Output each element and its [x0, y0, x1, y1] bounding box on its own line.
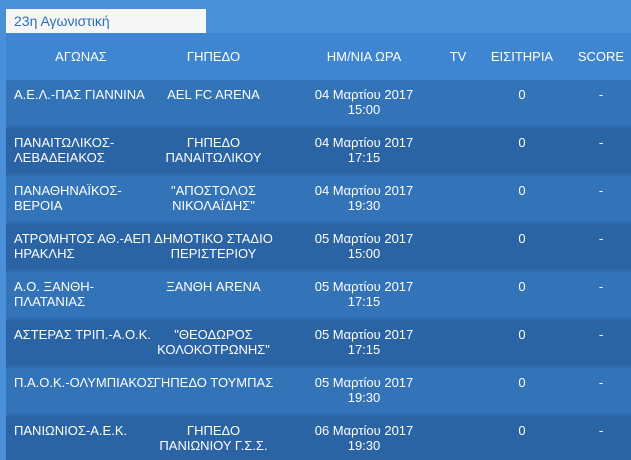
header-score: SCORE — [577, 49, 625, 64]
match-time: 19:30 — [347, 198, 381, 213]
match-name: Π.Α.Ο.Κ.-ΟΛΥΜΠΙΑΚΟΣ — [14, 375, 155, 390]
table-row: ΠΑΝΑΙΤΩΛΙΚΟΣ-ΛΕΒΑΔΕΙΑΚΟΣ ΓΗΠΕΔΟ ΠΑΝΑΙΤΩΛΙ… — [6, 128, 631, 174]
match-score: - — [598, 135, 604, 150]
match-datetime: 04 Μαρτίου 2017 15:00 — [296, 87, 432, 117]
match-name: ΑΣΤΕΡΑΣ ΤΡΙΠ.-Α.Ο.Κ. — [14, 327, 151, 342]
venue-name: ΓΗΠΕΔΟ ΠΑΝΑΙΤΩΛΙΚΟΥ — [165, 135, 262, 165]
tickets-count: 0 — [518, 375, 526, 390]
match-name: ΑΤΡΟΜΗΤΟΣ ΑΘ.-ΑΕΠ ΗΡΑΚΛΗΣ — [14, 231, 151, 261]
header-tv: TV — [449, 49, 467, 64]
table-row: Α.Ε.Λ.-ΠΑΣ ΓΙΑΝΝΙΝΑ AEL FC ARENA 04 Μαρτίο… — [6, 80, 631, 126]
match-date: 04 Μαρτίου 2017 — [314, 183, 414, 198]
match-time: 19:30 — [347, 390, 381, 405]
match-name: Α.Ο. ΞΑΝΘΗ-ΠΛΑΤΑΝΙΑΣ — [14, 279, 94, 309]
tickets-count: 0 — [518, 135, 526, 150]
tickets-count: 0 — [518, 423, 526, 438]
match-datetime: 05 Μαρτίου 2017 19:30 — [296, 375, 432, 405]
match-score: - — [598, 279, 604, 294]
match-datetime: 05 Μαρτίου 2017 15:00 — [296, 231, 432, 261]
match-score: - — [598, 423, 604, 438]
match-time: 17:15 — [347, 294, 381, 309]
tickets-count: 0 — [518, 87, 526, 102]
tickets-count: 0 — [518, 231, 526, 246]
match-datetime: 04 Μαρτίου 2017 19:30 — [296, 183, 432, 213]
match-score: - — [598, 327, 604, 342]
match-name: ΠΑΝΑΙΤΩΛΙΚΟΣ-ΛΕΒΑΔΕΙΑΚΟΣ — [14, 135, 115, 165]
match-score: - — [598, 375, 604, 390]
venue-name: "ΘΕΟΔΩΡΟΣ ΚΟΛΟΚΟΤΡΩΝΗΣ" — [157, 327, 270, 357]
match-time: 15:00 — [347, 102, 381, 117]
match-name: Α.Ε.Λ.-ΠΑΣ ΓΙΑΝΝΙΝΑ — [14, 87, 145, 102]
match-date: 05 Μαρτίου 2017 — [314, 375, 414, 390]
match-score: - — [598, 87, 604, 102]
table-row: ΑΤΡΟΜΗΤΟΣ ΑΘ.-ΑΕΠ ΗΡΑΚΛΗΣ ΔΗΜΟΤΙΚΟ ΣΤΑΔΙΟ… — [6, 224, 631, 270]
match-datetime: 05 Μαρτίου 2017 17:15 — [296, 327, 432, 357]
header-tickets: ΕΙΣΙΤΗΡΙΑ — [490, 49, 554, 64]
table-row: Π.Α.Ο.Κ.-ΟΛΥΜΠΙΑΚΟΣ ΓΗΠΕΔΟ ΤΟΥΜΠΑΣ 05 Μαρτ… — [6, 368, 631, 414]
match-datetime: 04 Μαρτίου 2017 17:15 — [296, 135, 432, 165]
match-datetime: 05 Μαρτίου 2017 17:15 — [296, 279, 432, 309]
match-date: 04 Μαρτίου 2017 — [314, 87, 414, 102]
venue-name: "ΑΠΟΣΤΟΛΟΣ ΝΙΚΟΛΑΪΔΗΣ" — [171, 183, 256, 213]
tickets-count: 0 — [518, 327, 526, 342]
venue-name: AEL FC ARENA — [167, 87, 260, 102]
venue-name: ΞΑΝΘΗ ARENA — [166, 279, 261, 294]
table-header: ΑΓΩΝΑΣ ΓΗΠΕΔΟ ΗΜ/ΝΙΑ ΩΡΑ TV ΕΙΣΙΤΗΡΙΑ SC… — [6, 33, 631, 80]
match-time: 15:00 — [347, 246, 381, 261]
match-date: 05 Μαρτίου 2017 — [314, 231, 414, 246]
venue-name: ΔΗΜΟΤΙΚΟ ΣΤΑΔΙΟ ΠΕΡΙΣΤΕΡΙΟΥ — [154, 231, 273, 261]
match-date: 04 Μαρτίου 2017 — [314, 135, 414, 150]
table-row: ΠΑΝΑΘΗΝΑΪΚΟΣ-ΒΕΡΟΙΑ "ΑΠΟΣΤΟΛΟΣ ΝΙΚΟΛΑΪΔΗΣ… — [6, 176, 631, 222]
match-name: ΠΑΝΙΩΝΙΟΣ-Α.Ε.Κ. — [14, 423, 128, 438]
match-name: ΠΑΝΑΘΗΝΑΪΚΟΣ-ΒΕΡΟΙΑ — [14, 183, 122, 213]
match-date: 06 Μαρτίου 2017 — [314, 423, 414, 438]
header-match: ΑΓΩΝΑΣ — [55, 49, 107, 64]
match-date: 05 Μαρτίου 2017 — [314, 327, 414, 342]
match-date: 05 Μαρτίου 2017 — [314, 279, 414, 294]
match-time: 17:15 — [347, 150, 381, 165]
header-venue: ΓΗΠΕΔΟ — [186, 49, 241, 64]
table-row: ΠΑΝΙΩΝΙΟΣ-Α.Ε.Κ. ΓΗΠΕΔΟ ΠΑΝΙΩΝΙΟΥ Γ.Σ.Σ. 0… — [6, 416, 631, 460]
match-time: 19:30 — [347, 438, 381, 453]
match-datetime: 06 Μαρτίου 2017 19:30 — [296, 423, 432, 453]
round-tab[interactable]: 23η Αγωνιστική — [6, 9, 206, 33]
venue-name: ΓΗΠΕΔΟ ΠΑΝΙΩΝΙΟΥ Γ.Σ.Σ. — [159, 423, 268, 453]
venue-name: ΓΗΠΕΔΟ ΤΟΥΜΠΑΣ — [153, 375, 274, 390]
match-score: - — [598, 183, 604, 198]
tickets-count: 0 — [518, 279, 526, 294]
tickets-count: 0 — [518, 183, 526, 198]
table-row: Α.Ο. ΞΑΝΘΗ-ΠΛΑΤΑΝΙΑΣ ΞΑΝΘΗ ARENA 05 Μαρτίο… — [6, 272, 631, 318]
table-row: ΑΣΤΕΡΑΣ ΤΡΙΠ.-Α.Ο.Κ. "ΘΕΟΔΩΡΟΣ ΚΟΛΟΚΟΤΡΩΝ… — [6, 320, 631, 366]
header-datetime: ΗΜ/ΝΙΑ ΩΡΑ — [326, 49, 402, 64]
match-time: 17:15 — [347, 342, 381, 357]
fixtures-table: ΑΓΩΝΑΣ ΓΗΠΕΔΟ ΗΜ/ΝΙΑ ΩΡΑ TV ΕΙΣΙΤΗΡΙΑ SC… — [6, 33, 631, 460]
match-score: - — [598, 231, 604, 246]
